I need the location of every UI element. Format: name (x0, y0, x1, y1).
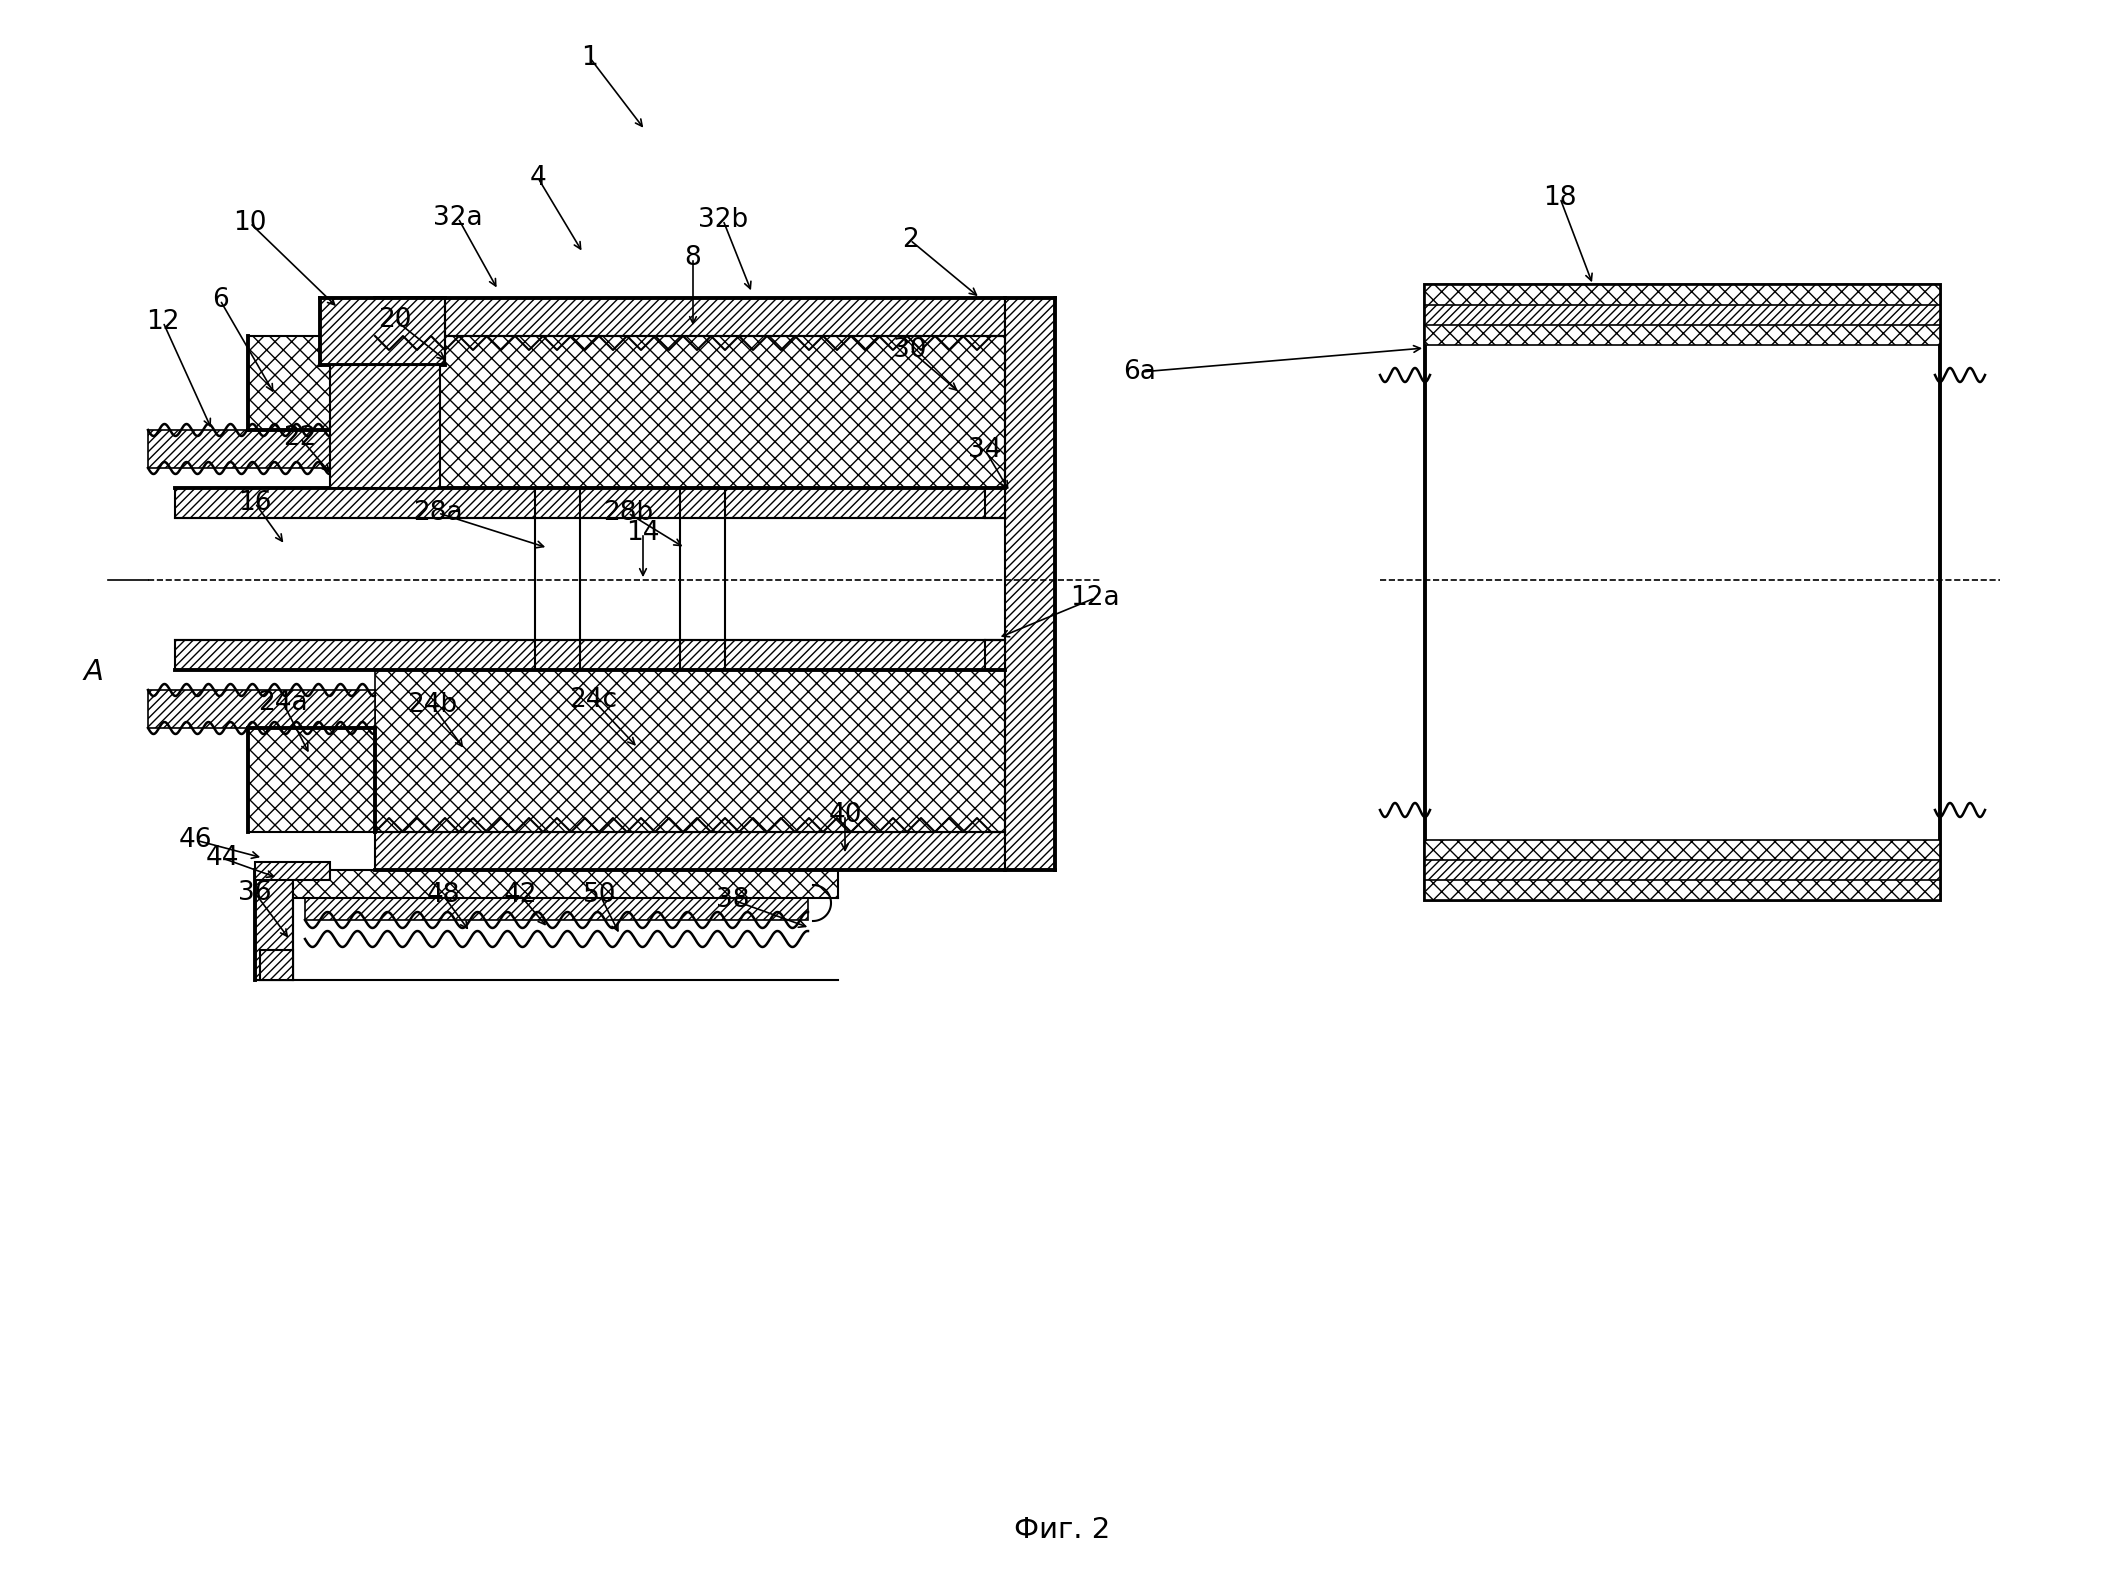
Bar (1425, 286, 1939, 900)
Text: 28b: 28b (603, 499, 652, 526)
Text: 16: 16 (238, 490, 272, 517)
Text: 44: 44 (206, 845, 238, 871)
Text: 12: 12 (147, 309, 181, 334)
Polygon shape (376, 298, 1005, 336)
Text: 36: 36 (238, 881, 272, 906)
Text: 4: 4 (529, 165, 546, 192)
Text: 2: 2 (901, 228, 918, 253)
Polygon shape (149, 689, 376, 728)
Text: 32b: 32b (699, 207, 748, 232)
Text: 50: 50 (584, 882, 616, 907)
Polygon shape (1425, 305, 1939, 325)
Polygon shape (255, 862, 329, 881)
Text: 24a: 24a (259, 689, 308, 716)
Text: Фиг. 2: Фиг. 2 (1013, 1517, 1111, 1543)
Text: 20: 20 (378, 308, 412, 333)
Text: 32a: 32a (433, 206, 482, 231)
Polygon shape (174, 641, 1005, 670)
Polygon shape (1425, 840, 1939, 900)
Text: 24c: 24c (569, 688, 618, 713)
Text: 42: 42 (503, 882, 537, 907)
Text: 40: 40 (828, 802, 862, 827)
Text: 34: 34 (969, 436, 1003, 463)
Text: 22: 22 (282, 425, 316, 451)
Text: 14: 14 (627, 520, 661, 546)
Polygon shape (149, 430, 376, 468)
Text: 18: 18 (1544, 185, 1576, 210)
Polygon shape (174, 488, 1005, 518)
Text: 12a: 12a (1070, 586, 1119, 611)
Polygon shape (376, 336, 1005, 488)
Text: 48: 48 (427, 882, 459, 907)
Polygon shape (255, 870, 293, 980)
Text: 6a: 6a (1124, 360, 1155, 385)
Text: 24b: 24b (408, 692, 457, 717)
Text: 1: 1 (582, 46, 599, 71)
Text: 46: 46 (178, 827, 212, 853)
Polygon shape (1005, 298, 1056, 870)
Text: 8: 8 (684, 245, 701, 272)
Text: A: A (83, 658, 102, 686)
Polygon shape (293, 870, 839, 898)
Polygon shape (306, 898, 807, 920)
Polygon shape (259, 950, 293, 980)
Text: 6: 6 (212, 287, 229, 312)
Text: 30: 30 (894, 338, 926, 363)
Text: 28a: 28a (414, 499, 463, 526)
Polygon shape (249, 728, 376, 832)
Text: 10: 10 (234, 210, 268, 236)
Text: 38: 38 (716, 887, 750, 914)
Polygon shape (1425, 286, 1939, 345)
Polygon shape (376, 670, 1005, 832)
Polygon shape (329, 364, 440, 488)
Polygon shape (376, 832, 1005, 870)
Polygon shape (321, 298, 446, 364)
Polygon shape (249, 336, 376, 430)
Polygon shape (1425, 860, 1939, 881)
